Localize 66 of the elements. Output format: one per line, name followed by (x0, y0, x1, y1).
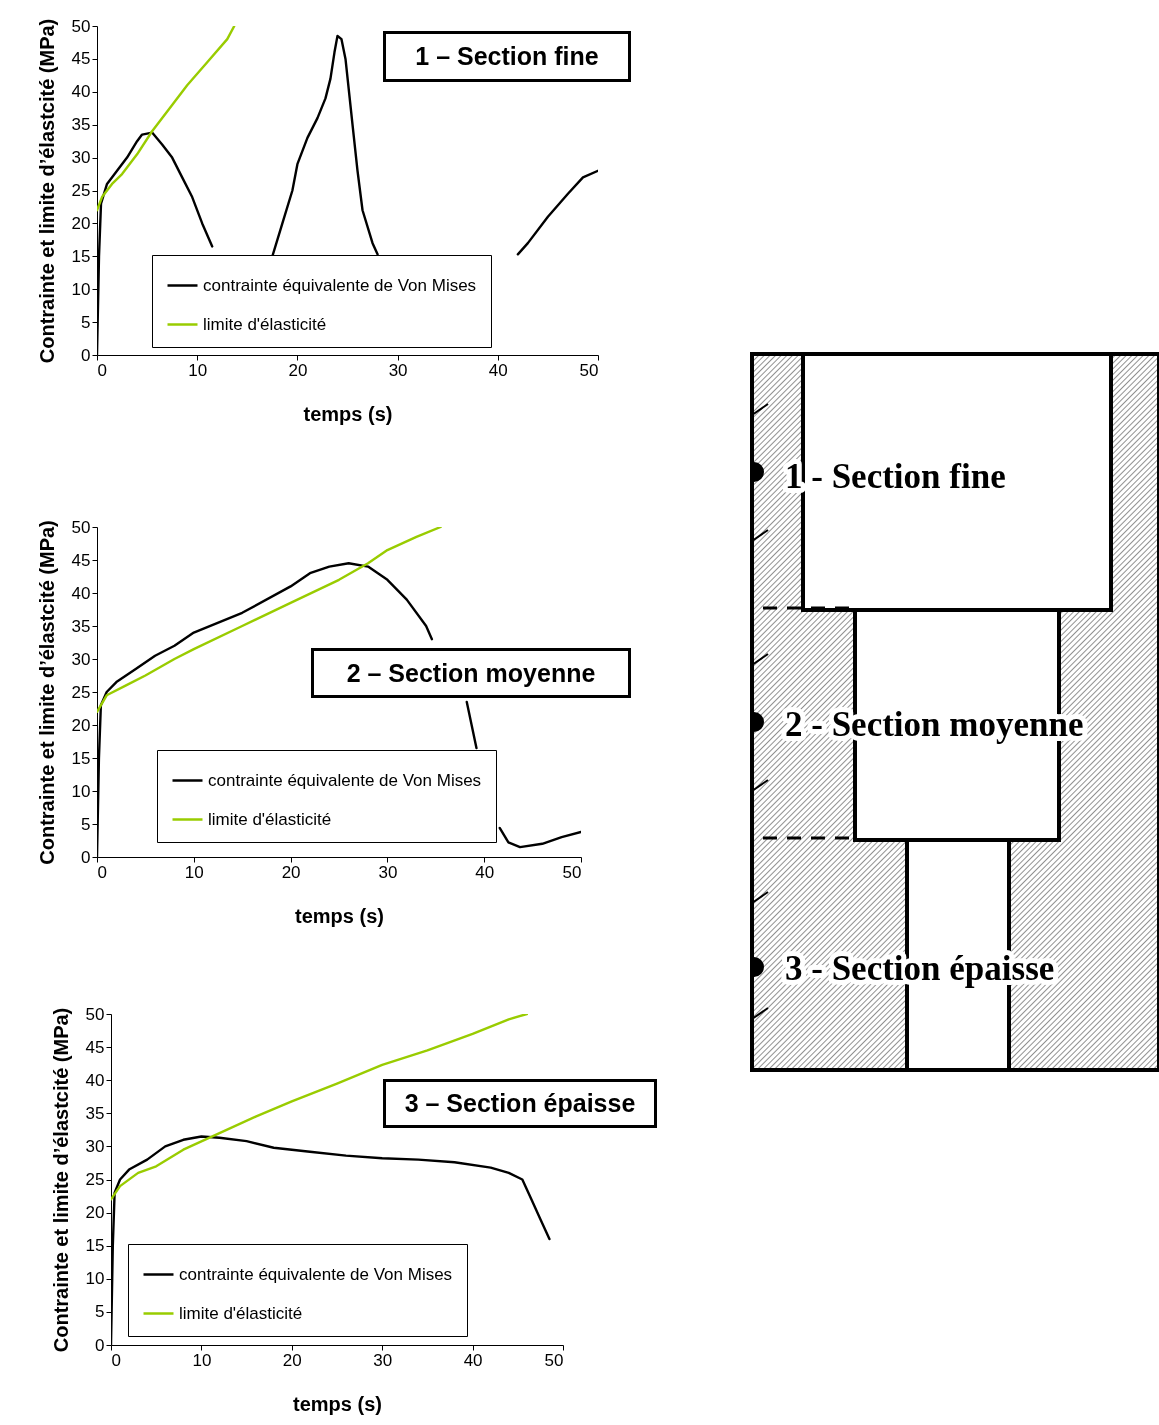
x-tick-label: 10 (184, 862, 204, 882)
y-tick-label: 30 (71, 649, 91, 669)
y-axis-title: Contrainte et limite d’élastcité (MPa) (35, 520, 58, 865)
x-tick-label: 20 (288, 360, 308, 380)
y-tick-label: 25 (71, 682, 91, 702)
legend-label: contrainte équivalente de Von Mises (203, 275, 477, 295)
y-tick-label: 50 (85, 1004, 105, 1024)
y-tick-label: 25 (85, 1170, 105, 1189)
x-axis-title: temps (s) (295, 904, 384, 927)
text: 1 – Section fine (383, 31, 631, 82)
x-tick-label: 0 (111, 1350, 121, 1370)
legend-label: contrainte équivalente de Von Mises (208, 770, 482, 790)
x-tick-label: 50 (562, 862, 582, 882)
y-tick-label: 0 (81, 345, 91, 365)
legend-label: contrainte équivalente de Von Mises (179, 1264, 453, 1284)
x-tick-label: 10 (192, 1350, 212, 1370)
y-tick-label: 30 (85, 1136, 105, 1156)
y-tick-label: 20 (71, 213, 91, 233)
y-tick-label: 15 (71, 246, 91, 266)
y-tick-label: 0 (95, 1335, 105, 1355)
y-tick-label: 5 (81, 312, 91, 332)
y-tick-label: 15 (71, 748, 91, 768)
x-tick-label: 10 (188, 360, 208, 380)
legend-label: limite d'élasticité (203, 314, 327, 334)
text: 3 – Section épaisse (383, 1079, 657, 1128)
y-tick-label: 35 (85, 1103, 105, 1123)
y-tick-label: 5 (95, 1302, 105, 1322)
y-tick-label: 50 (71, 16, 91, 36)
y-tick-label: 20 (85, 1203, 105, 1223)
y-tick-label: 45 (85, 1037, 105, 1057)
x-tick-label: 40 (488, 360, 508, 380)
legend-label: limite d'élasticité (208, 809, 332, 829)
y-tick-label: 10 (85, 1269, 105, 1289)
y-tick-label: 10 (71, 279, 91, 299)
x-tick-label: 20 (282, 1350, 302, 1370)
y-tick-label: 20 (71, 715, 91, 735)
x-tick-label: 30 (378, 862, 398, 882)
y-tick-label: 40 (71, 82, 91, 102)
x-tick-label: 40 (463, 1350, 483, 1370)
x-tick-label: 50 (544, 1350, 564, 1370)
y-tick-label: 15 (85, 1236, 105, 1256)
y-tick-label: 50 (71, 517, 91, 537)
y-tick-label: 45 (71, 550, 91, 570)
x-tick-label: 30 (388, 360, 408, 380)
x-tick-label: 20 (281, 862, 301, 882)
line-series (97, 26, 236, 212)
x-axis-title: temps (s) (303, 402, 393, 425)
y-tick-label: 40 (85, 1070, 105, 1090)
x-tick-label: 30 (373, 1350, 393, 1370)
text: 2 – Section moyenne (311, 648, 631, 698)
x-tick-label: 50 (579, 360, 599, 380)
y-tick-label: 5 (81, 814, 91, 834)
y-tick-label: 30 (71, 148, 91, 168)
x-tick-label: 40 (475, 862, 495, 882)
x-axis-title: temps (s) (293, 1392, 382, 1415)
y-axis-title: Contrainte et limite d’élastcité (MPa) (49, 1007, 72, 1353)
y-tick-label: 35 (71, 115, 91, 135)
y-tick-label: 10 (71, 781, 91, 801)
y-tick-label: 35 (71, 616, 91, 636)
y-tick-label: 0 (81, 847, 91, 867)
y-axis-title: Contrainte et limite d’élastcité (MPa) (35, 18, 58, 364)
y-tick-label: 45 (71, 49, 91, 69)
y-tick-label: 40 (71, 583, 91, 603)
legend-label: limite d'élasticité (179, 1303, 303, 1323)
y-tick-label: 25 (71, 181, 91, 200)
text: 1 - Section fine (785, 457, 1006, 496)
